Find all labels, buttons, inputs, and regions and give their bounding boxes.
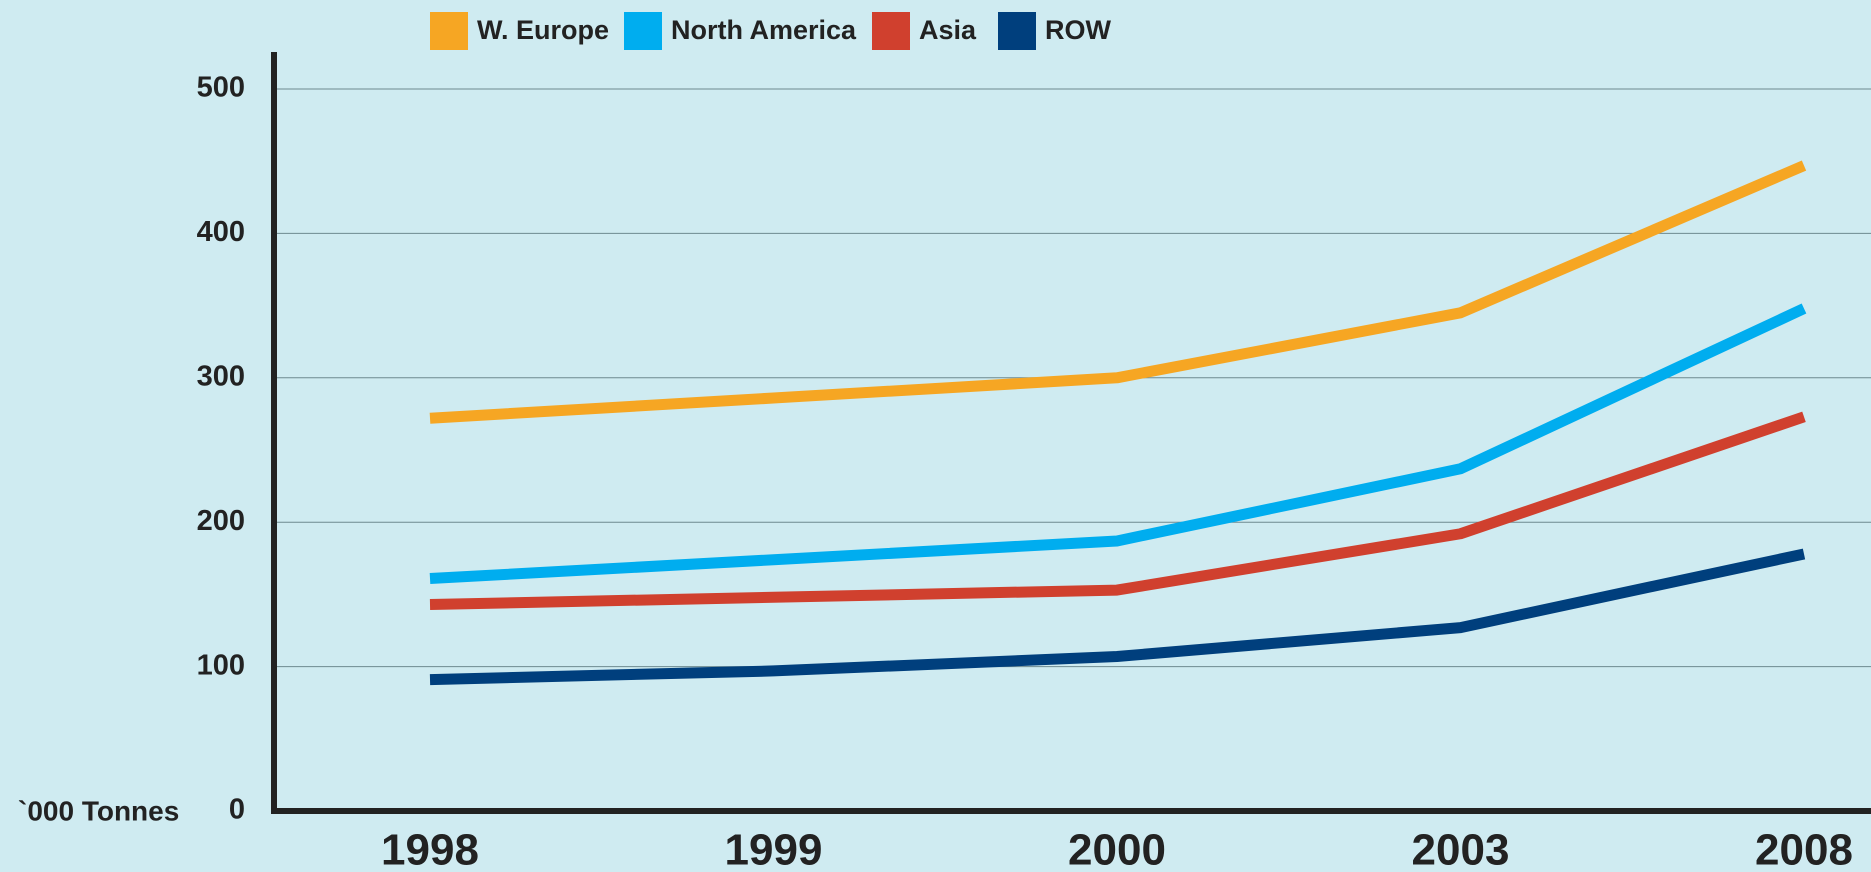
series-line <box>429 160 1807 424</box>
legend-label: Asia <box>919 15 977 45</box>
x-tick-label: 1999 <box>725 826 823 872</box>
x-tick-label: 2000 <box>1068 826 1166 872</box>
legend-swatch <box>430 12 468 50</box>
legend-swatch <box>998 12 1036 50</box>
legend-label: ROW <box>1045 15 1112 45</box>
x-tick-label: 1998 <box>381 826 479 872</box>
legend-label: North America <box>671 15 857 45</box>
legend-swatch <box>624 12 662 50</box>
series-line <box>429 548 1806 686</box>
y-tick-label: 300 <box>197 360 245 392</box>
series-line <box>429 303 1807 585</box>
legend-swatch <box>872 12 910 50</box>
y-axis-label: `000 Tonnes <box>18 795 179 826</box>
y-tick-label: 200 <box>197 505 245 537</box>
x-tick-label: 2003 <box>1412 826 1510 872</box>
x-tick-label: 2008 <box>1755 826 1853 872</box>
y-tick-label: 100 <box>197 649 245 681</box>
y-tick-label: 400 <box>197 216 245 248</box>
y-tick-label: 500 <box>197 72 245 104</box>
series-line <box>429 411 1806 611</box>
legend-label: W. Europe <box>477 15 609 45</box>
y-tick-label: 0 <box>229 794 245 826</box>
